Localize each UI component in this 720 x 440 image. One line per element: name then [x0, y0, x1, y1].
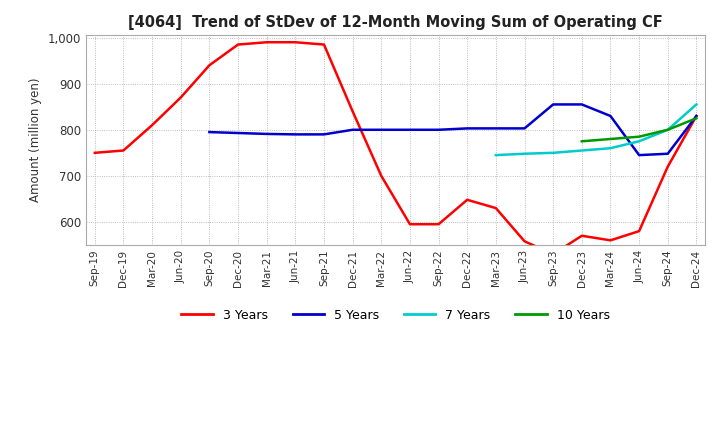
Legend: 3 Years, 5 Years, 7 Years, 10 Years: 3 Years, 5 Years, 7 Years, 10 Years	[176, 304, 615, 327]
Y-axis label: Amount (million yen): Amount (million yen)	[30, 78, 42, 202]
Title: [4064]  Trend of StDev of 12-Month Moving Sum of Operating CF: [4064] Trend of StDev of 12-Month Moving…	[128, 15, 663, 30]
